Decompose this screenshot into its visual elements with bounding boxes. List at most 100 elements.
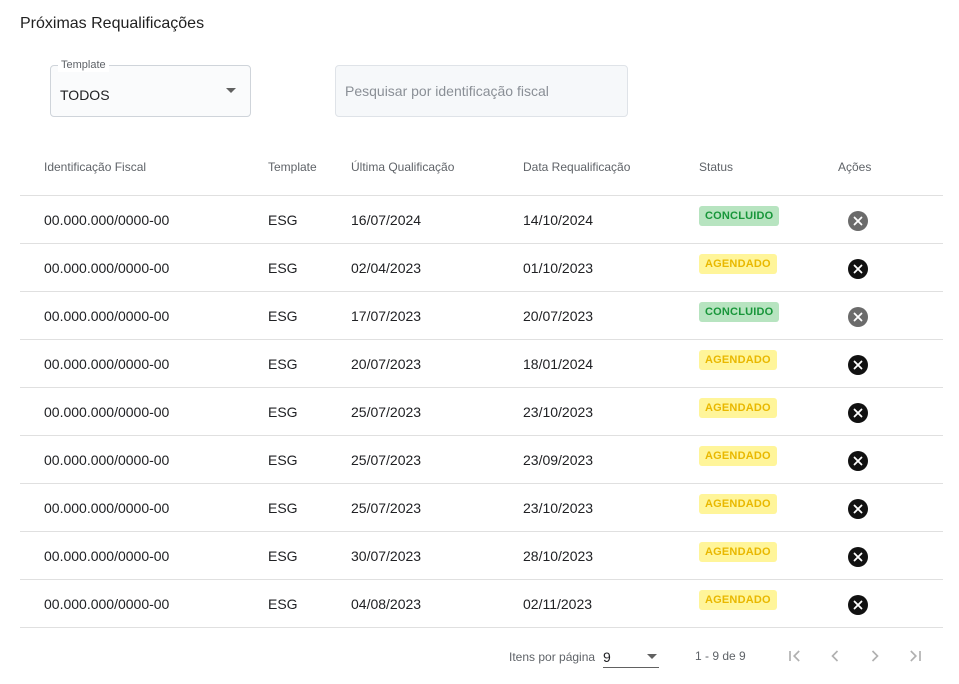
requalification-date-cell: 01/10/2023 xyxy=(523,260,594,276)
last-qualification-cell: 20/07/2023 xyxy=(351,356,422,372)
status-badge: CONCLUIDO xyxy=(699,206,780,226)
page-size-value: 9 xyxy=(603,649,611,665)
cancel-circle-icon xyxy=(853,216,863,226)
template-cell: ESG xyxy=(268,596,298,612)
status-badge: AGENDADO xyxy=(699,590,777,610)
column-header-status[interactable]: Status xyxy=(699,160,734,174)
template-cell: ESG xyxy=(268,260,298,276)
fiscal-id-cell: 00.000.000/0000-00 xyxy=(44,548,170,564)
requalification-date-cell: 28/10/2023 xyxy=(523,548,594,564)
last-qualification-cell: 25/07/2023 xyxy=(351,404,422,420)
last-qualification-cell: 02/04/2023 xyxy=(351,260,422,276)
page-title: Próximas Requalificações xyxy=(20,15,205,32)
table-body: 00.000.000/0000-00 ESG 16/07/2024 14/10/202… xyxy=(20,196,943,628)
cancel-circle-icon xyxy=(853,552,863,562)
template-cell: ESG xyxy=(268,356,298,372)
table-row: 00.000.000/0000-00 ESG 02/04/2023 01/10/202… xyxy=(20,244,943,292)
first-page-icon xyxy=(789,650,800,662)
status-badge: AGENDADO xyxy=(699,254,777,274)
fiscal-id-cell: 00.000.000/0000-00 xyxy=(44,356,170,372)
table-row: 00.000.000/0000-00 ESG 20/07/2023 18/01/202… xyxy=(20,340,943,388)
last-qualification-cell: 25/07/2023 xyxy=(351,452,422,468)
template-cell: ESG xyxy=(268,308,298,324)
cancel-requalification-button[interactable] xyxy=(848,499,868,519)
status-badge: AGENDADO xyxy=(699,542,777,562)
cancel-circle-icon xyxy=(853,456,863,466)
first-page-button[interactable] xyxy=(783,644,807,668)
paginator: Itens por página 9 1 - 9 de 9 xyxy=(0,640,959,676)
template-select-label: Template xyxy=(58,59,109,72)
last-qualification-cell: 30/07/2023 xyxy=(351,548,422,564)
caret-down-icon xyxy=(647,654,657,659)
table-row: 00.000.000/0000-00 ESG 16/07/2024 14/10/202… xyxy=(20,196,943,244)
last-page-icon xyxy=(910,650,921,662)
template-select[interactable]: Template TODOS xyxy=(50,59,251,117)
cancel-circle-icon xyxy=(853,360,863,370)
column-header-ultima[interactable]: Última Qualificação xyxy=(351,160,455,174)
cancel-circle-icon xyxy=(853,504,863,514)
requalification-table: Identificação Fiscal Template Última Qua… xyxy=(20,139,943,628)
requalification-date-cell: 02/11/2023 xyxy=(523,596,593,612)
requalification-date-cell: 23/10/2023 xyxy=(523,500,594,516)
requalification-date-cell: 18/01/2024 xyxy=(523,356,594,372)
column-header-fiscal[interactable]: Identificação Fiscal xyxy=(44,160,147,174)
cancel-requalification-button[interactable] xyxy=(848,595,868,615)
chevron-right-icon xyxy=(871,650,879,662)
status-badge: AGENDADO xyxy=(699,494,777,514)
table-row: 00.000.000/0000-00 ESG 04/08/2023 02/11/202… xyxy=(20,580,943,628)
fiscal-id-cell: 00.000.000/0000-00 xyxy=(44,452,170,468)
template-cell: ESG xyxy=(268,212,298,228)
last-qualification-cell: 04/08/2023 xyxy=(351,596,422,612)
cancel-requalification-button[interactable] xyxy=(848,211,868,231)
fiscal-id-cell: 00.000.000/0000-00 xyxy=(44,308,170,324)
cancel-requalification-button[interactable] xyxy=(848,547,868,567)
cancel-requalification-button[interactable] xyxy=(848,403,868,423)
table-header: Identificação Fiscal Template Última Qua… xyxy=(20,139,943,196)
column-header-template[interactable]: Template xyxy=(268,160,317,174)
search-input[interactable] xyxy=(335,65,628,117)
cancel-circle-icon xyxy=(853,264,863,274)
cancel-circle-icon xyxy=(853,312,863,322)
items-per-page-label: Itens por página xyxy=(509,650,596,664)
table-row: 00.000.000/0000-00 ESG 30/07/2023 28/10/202… xyxy=(20,532,943,580)
fiscal-id-cell: 00.000.000/0000-00 xyxy=(44,500,170,516)
page-range-label: 1 - 9 de 9 xyxy=(695,649,746,663)
last-qualification-cell: 17/07/2023 xyxy=(351,308,422,324)
next-page-button[interactable] xyxy=(863,644,887,668)
last-page-button[interactable] xyxy=(903,644,927,668)
cancel-circle-icon xyxy=(853,408,863,418)
status-badge: AGENDADO xyxy=(699,398,777,418)
status-badge: AGENDADO xyxy=(699,446,777,466)
fiscal-id-cell: 00.000.000/0000-00 xyxy=(44,212,170,228)
cancel-requalification-button[interactable] xyxy=(848,307,868,327)
template-cell: ESG xyxy=(268,452,298,468)
chevron-left-icon xyxy=(831,650,839,662)
fiscal-id-cell: 00.000.000/0000-00 xyxy=(44,596,170,612)
column-header-data[interactable]: Data Requalificação xyxy=(523,160,631,174)
page-size-select[interactable]: 9 xyxy=(603,646,659,668)
last-qualification-cell: 16/07/2024 xyxy=(351,212,422,228)
cancel-circle-icon xyxy=(853,600,863,610)
cancel-requalification-button[interactable] xyxy=(848,259,868,279)
fiscal-id-cell: 00.000.000/0000-00 xyxy=(44,404,170,420)
template-select-value: TODOS xyxy=(60,87,110,103)
status-badge: AGENDADO xyxy=(699,350,777,370)
requalification-date-cell: 23/09/2023 xyxy=(523,452,594,468)
caret-down-icon xyxy=(226,88,236,93)
table-row: 00.000.000/0000-00 ESG 25/07/2023 23/09/202… xyxy=(20,436,943,484)
fiscal-id-cell: 00.000.000/0000-00 xyxy=(44,260,170,276)
cancel-requalification-button[interactable] xyxy=(848,355,868,375)
table-row: 00.000.000/0000-00 ESG 25/07/2023 23/10/202… xyxy=(20,484,943,532)
template-cell: ESG xyxy=(268,404,298,420)
template-cell: ESG xyxy=(268,500,298,516)
cancel-requalification-button[interactable] xyxy=(848,451,868,471)
requalification-date-cell: 14/10/2024 xyxy=(523,212,594,228)
requalification-date-cell: 23/10/2023 xyxy=(523,404,594,420)
prev-page-button[interactable] xyxy=(823,644,847,668)
table-row: 00.000.000/0000-00 ESG 25/07/2023 23/10/202… xyxy=(20,388,943,436)
requalification-date-cell: 20/07/2023 xyxy=(523,308,594,324)
last-qualification-cell: 25/07/2023 xyxy=(351,500,422,516)
status-badge: CONCLUIDO xyxy=(699,302,780,322)
table-row: 00.000.000/0000-00 ESG 17/07/2023 20/07/202… xyxy=(20,292,943,340)
